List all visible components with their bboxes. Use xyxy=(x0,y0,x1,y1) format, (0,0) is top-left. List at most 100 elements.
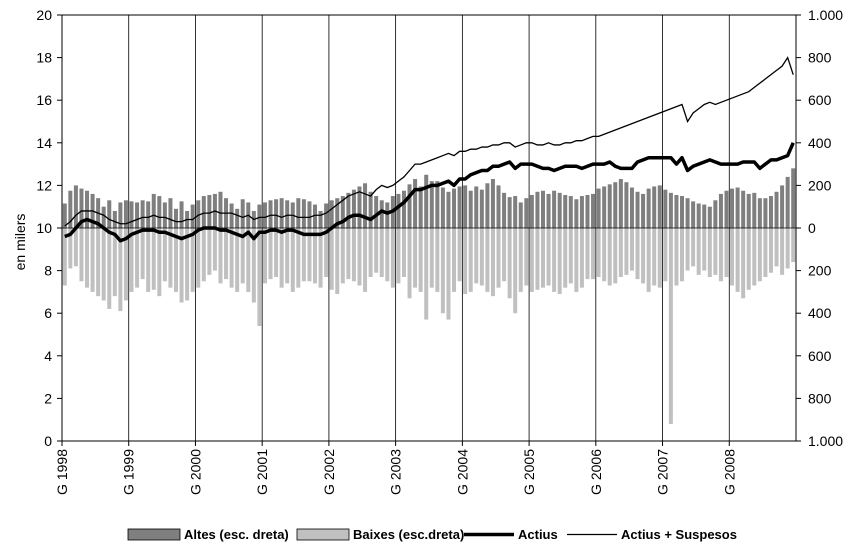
bar-baixes xyxy=(146,228,151,292)
bar-altes xyxy=(229,203,234,228)
bar-altes xyxy=(591,193,596,228)
bar-baixes xyxy=(641,228,646,284)
bar-altes xyxy=(540,190,545,228)
bar-baixes xyxy=(229,228,234,288)
bar-baixes xyxy=(607,228,612,286)
legend-label-baixes: Baixes (esc.dreta) xyxy=(353,527,464,542)
bar-altes xyxy=(413,179,418,228)
bar-baixes xyxy=(685,228,690,271)
bar-altes xyxy=(674,194,679,228)
bar-baixes xyxy=(112,228,117,297)
bar-baixes xyxy=(718,228,723,282)
bar-baixes xyxy=(285,228,290,284)
bar-baixes xyxy=(568,228,573,284)
bar-altes xyxy=(201,196,206,228)
left-tick-label: 6 xyxy=(44,305,52,321)
bar-baixes xyxy=(552,228,557,292)
bar-baixes xyxy=(374,228,379,273)
right-tick-label: 200 xyxy=(808,263,832,279)
bar-altes xyxy=(618,179,623,228)
bar-altes xyxy=(507,197,512,228)
bar-altes xyxy=(718,193,723,228)
bar-baixes xyxy=(563,228,568,288)
bar-altes xyxy=(452,188,457,228)
bar-baixes xyxy=(157,228,162,297)
bar-altes xyxy=(646,188,651,228)
bar-baixes xyxy=(574,228,579,292)
bar-altes xyxy=(629,187,634,228)
bar-altes xyxy=(101,206,106,228)
bar-altes xyxy=(657,185,662,228)
bar-altes xyxy=(385,202,390,228)
bar-baixes xyxy=(707,228,712,277)
bar-baixes xyxy=(62,228,67,286)
left-tick-label: 18 xyxy=(36,50,52,66)
bar-altes xyxy=(396,193,401,228)
bar-altes xyxy=(140,200,145,228)
bar-baixes xyxy=(646,228,651,292)
left-tick-label: 12 xyxy=(36,177,52,193)
bar-baixes xyxy=(96,228,101,297)
bar-altes xyxy=(235,208,240,228)
legend-swatch-altes xyxy=(127,528,181,541)
bar-altes xyxy=(218,191,223,228)
bar-altes xyxy=(780,185,785,228)
bars xyxy=(62,168,796,424)
bar-baixes xyxy=(173,228,178,292)
bar-baixes xyxy=(579,228,584,288)
bar-altes xyxy=(279,198,284,228)
line-actius-suspesos xyxy=(64,56,794,227)
left-tick-label: 8 xyxy=(44,263,52,279)
bar-altes xyxy=(680,196,685,228)
bar-baixes xyxy=(502,228,507,282)
bar-baixes xyxy=(691,228,696,267)
bar-baixes xyxy=(118,228,123,312)
bar-altes xyxy=(607,184,612,228)
bar-baixes xyxy=(307,228,312,282)
bar-altes xyxy=(713,200,718,228)
bar-baixes xyxy=(585,228,590,280)
bar-baixes xyxy=(785,228,790,269)
bar-altes xyxy=(557,192,562,228)
legend-label-actius: Actius xyxy=(518,527,558,542)
right-tick-label: 800 xyxy=(808,50,832,66)
bar-altes xyxy=(123,200,128,228)
bar-altes xyxy=(641,193,646,228)
bar-baixes xyxy=(540,228,545,288)
x-tick-label: G 2006 xyxy=(588,449,604,495)
bar-baixes xyxy=(730,228,735,286)
bar-baixes xyxy=(324,228,329,277)
bar-altes xyxy=(707,206,712,228)
bar-altes xyxy=(724,190,729,228)
bar-baixes xyxy=(663,228,668,282)
bar-altes xyxy=(446,191,451,228)
bar-baixes xyxy=(629,228,634,271)
right-tick-label: 400 xyxy=(808,135,832,151)
x-tick-label: G 2003 xyxy=(388,449,404,495)
bar-baixes xyxy=(196,228,201,288)
bar-altes xyxy=(207,194,212,228)
bar-baixes xyxy=(151,228,156,290)
bar-baixes xyxy=(485,228,490,292)
bar-baixes xyxy=(440,228,445,314)
bar-baixes xyxy=(85,228,90,288)
bar-baixes xyxy=(435,228,440,292)
bar-altes xyxy=(363,183,368,228)
bar-baixes xyxy=(490,228,495,297)
bar-baixes xyxy=(290,228,295,292)
bar-baixes xyxy=(479,228,484,286)
bar-altes xyxy=(624,182,629,228)
bar-altes xyxy=(741,190,746,228)
bar-baixes xyxy=(168,228,173,288)
bar-altes xyxy=(485,183,490,228)
bar-altes xyxy=(313,204,318,228)
bar-baixes xyxy=(507,228,512,299)
bar-baixes xyxy=(602,228,607,282)
bar-baixes xyxy=(313,228,318,284)
bar-baixes xyxy=(446,228,451,320)
legend-label-actius-suspesos: Actius + Suspesos xyxy=(621,527,737,542)
bar-baixes xyxy=(235,228,240,292)
bar-altes xyxy=(552,190,557,228)
bar-baixes xyxy=(257,228,262,326)
bar-altes xyxy=(79,188,84,228)
